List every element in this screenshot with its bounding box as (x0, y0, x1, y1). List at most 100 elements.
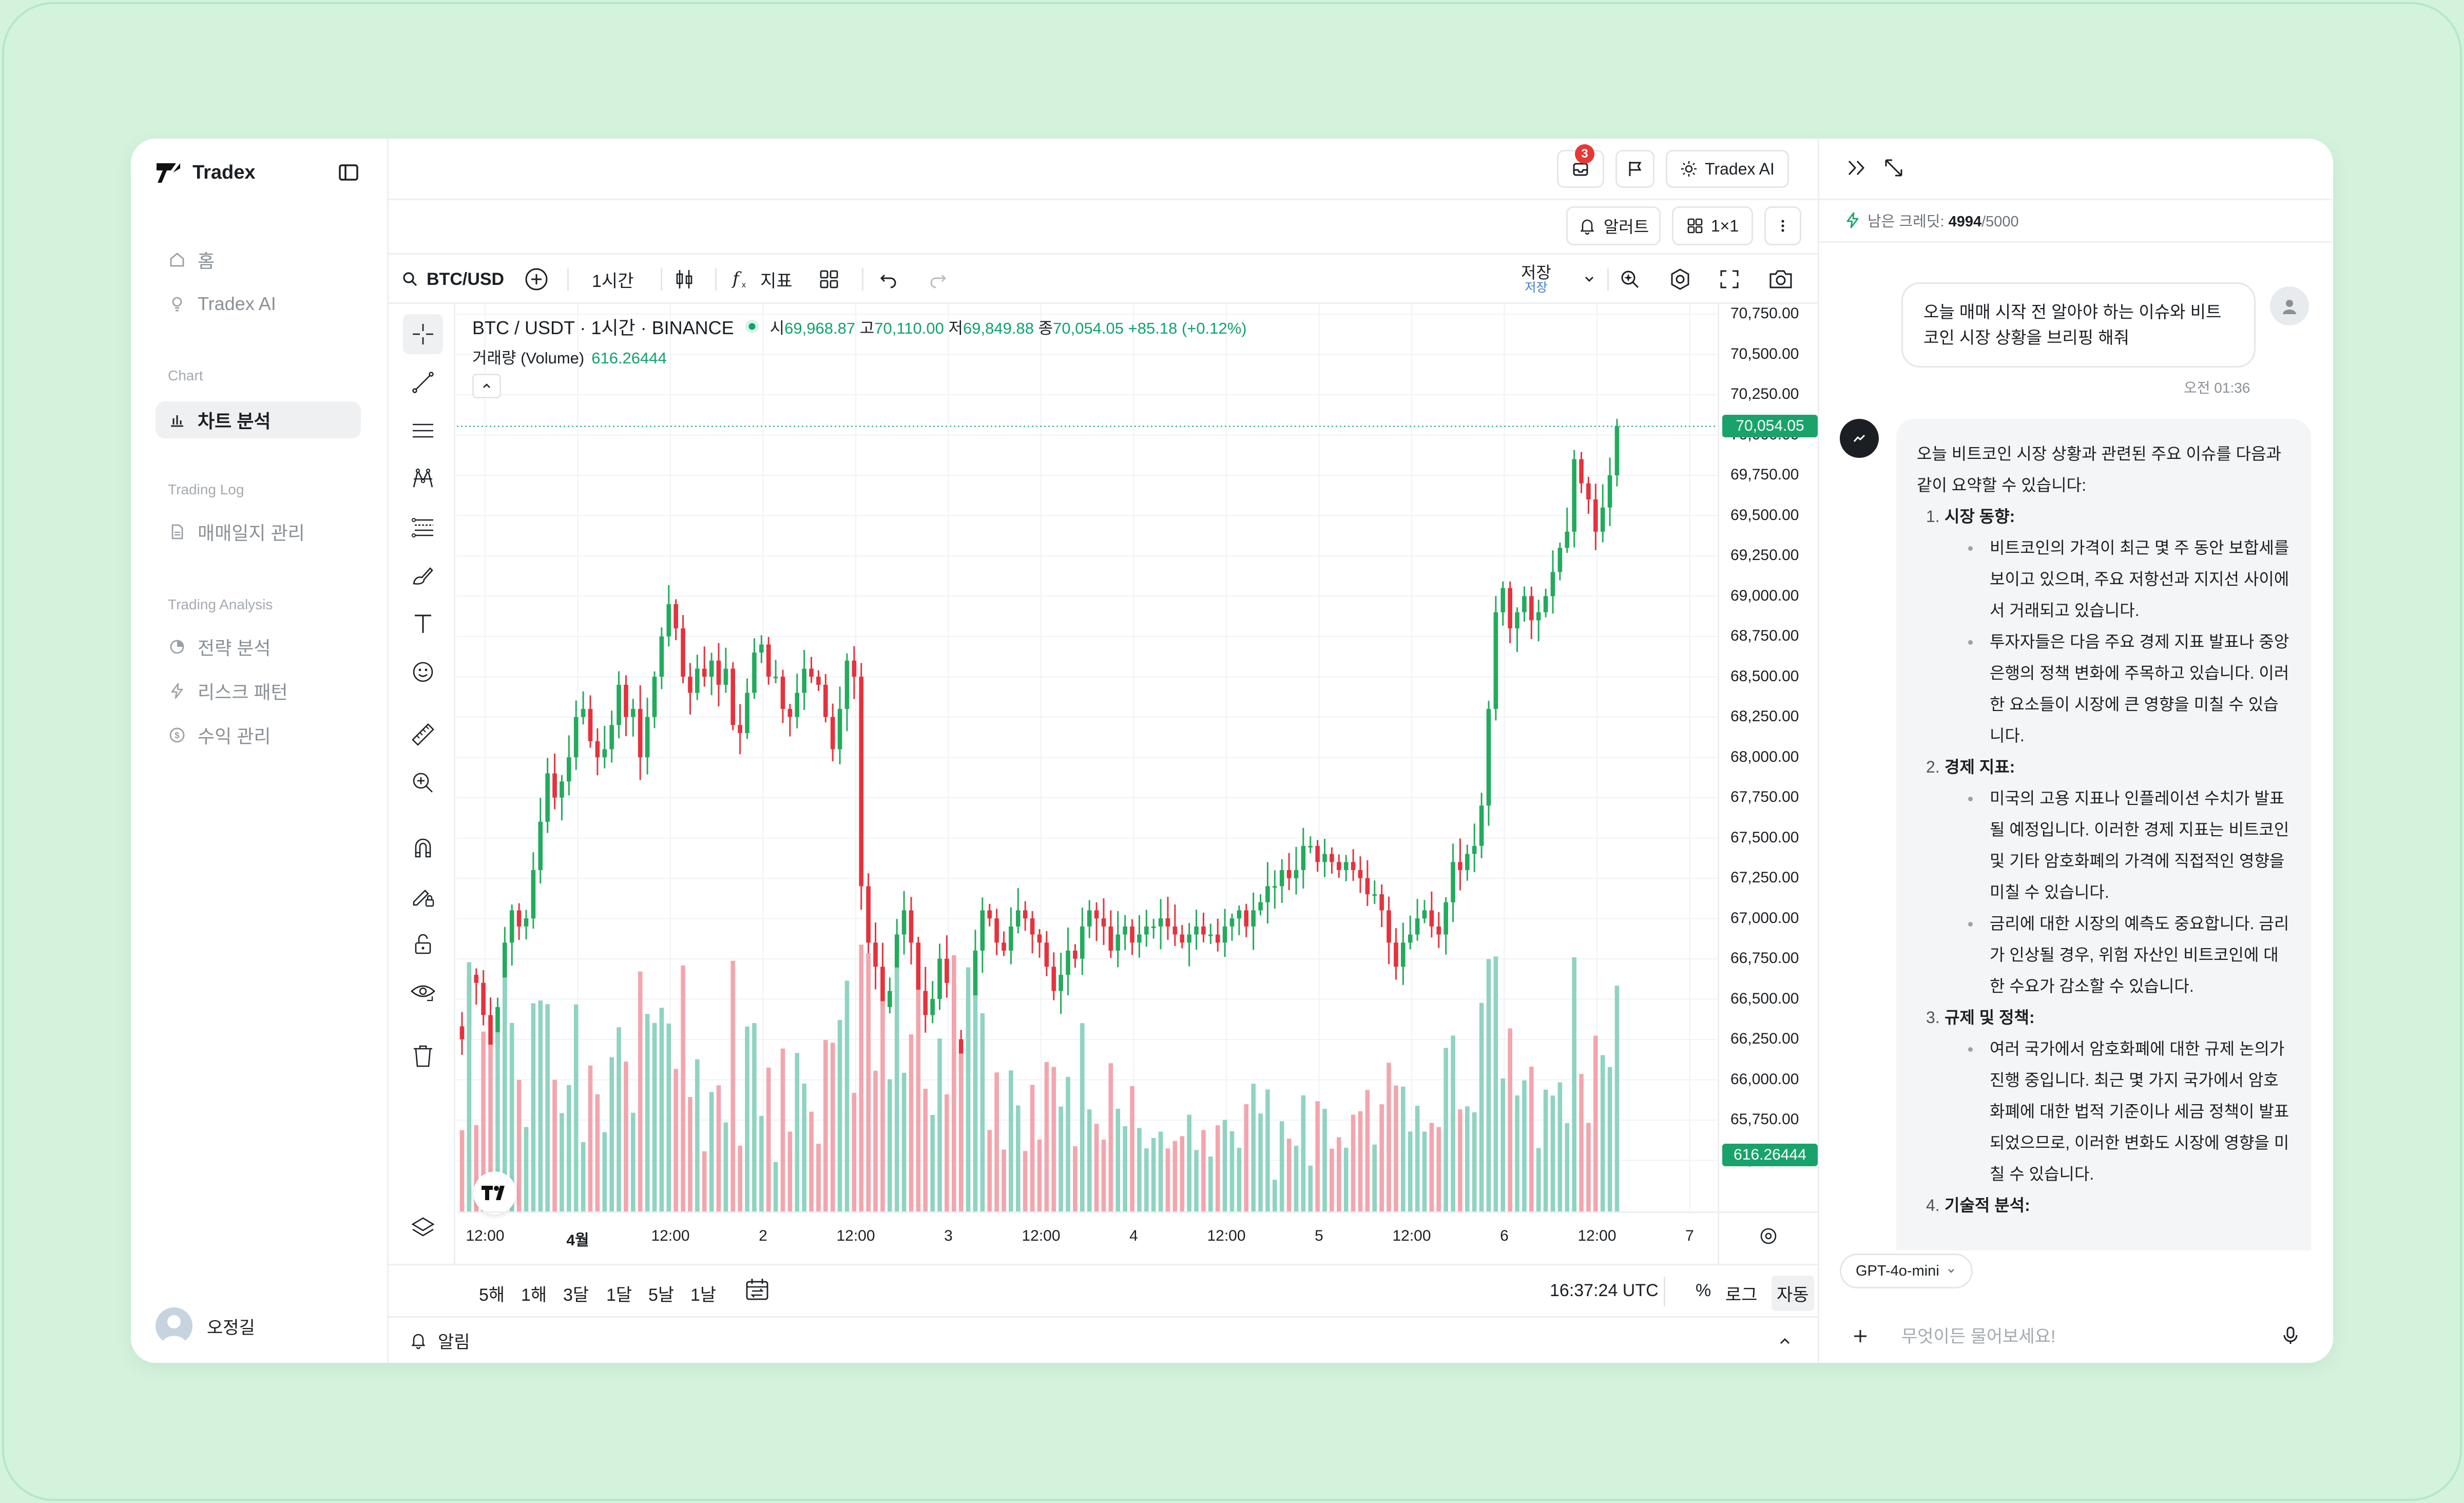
price-tick: 67,500.00 (1730, 828, 1799, 846)
quick-search-button[interactable] (1618, 255, 1642, 304)
brand[interactable]: Tradex (156, 157, 256, 188)
sidebar-item-chart-analysis[interactable]: 차트 분석 (156, 401, 361, 438)
chat-input[interactable] (1901, 1322, 2261, 1351)
sidebar-item-strategy-analysis[interactable]: 전략 분석 (156, 628, 361, 665)
screenshot-button[interactable] (1767, 255, 1794, 304)
fullscreen-button[interactable] (1718, 255, 1741, 304)
price-axis[interactable]: 70,750.0070,500.0070,250.0070,000.0069,7… (1718, 304, 1819, 1264)
interval-button[interactable]: 1시간 (592, 255, 633, 304)
candle-body (1543, 596, 1548, 612)
time-axis[interactable]: 12:00 4월 12:00 2 12:00 3 12:00 4 12:00 5 12:00 6 12:… (457, 1211, 1819, 1264)
chevron-up-icon[interactable] (1777, 1333, 1793, 1350)
log-scale-button[interactable]: 로그 (1725, 1285, 1758, 1305)
zoom-tool[interactable] (403, 763, 443, 803)
search-spark-icon (1621, 271, 1639, 288)
chart-type-button[interactable] (672, 255, 697, 304)
tradex-ai-button[interactable]: Tradex AI (1666, 150, 1789, 188)
trend-line-icon (412, 372, 434, 393)
sidebar-item-home[interactable]: 홈 (156, 241, 361, 278)
text-icon (415, 614, 431, 633)
save-dropdown-button[interactable] (1582, 255, 1597, 304)
alert-button[interactable]: 알러트 (1566, 206, 1661, 245)
candle-body (567, 757, 571, 782)
price-tick: 67,000.00 (1730, 909, 1799, 927)
visibility-tool[interactable] (403, 972, 443, 1012)
save-button[interactable]: 저장 저장 (1521, 255, 1551, 304)
volume-bar (1429, 1123, 1434, 1211)
inbox-button[interactable]: 3 (1557, 144, 1604, 188)
fib-tool[interactable] (403, 507, 443, 547)
range-5y[interactable]: 5해 (479, 1285, 505, 1305)
collapse-legend-button[interactable] (472, 374, 501, 398)
sidebar-item-profit-management[interactable]: $ 수익 관리 (156, 717, 361, 754)
brand-name: Tradex (192, 161, 256, 183)
sidebar-item-tradex-ai[interactable]: Tradex AI (156, 285, 361, 322)
attach-button[interactable] (1850, 1326, 1871, 1346)
more-options-button[interactable] (1764, 206, 1801, 245)
microphone-button[interactable] (2277, 1322, 2304, 1349)
price-tick: 68,750.00 (1730, 627, 1799, 644)
range-1m[interactable]: 1달 (606, 1285, 632, 1305)
time-tick: 6 (1500, 1227, 1509, 1244)
trend-line-tool[interactable] (403, 362, 443, 402)
candle-body (645, 717, 650, 758)
volume-bar (638, 971, 643, 1211)
brush-tool[interactable] (403, 555, 443, 595)
unlock-tool[interactable] (403, 924, 443, 964)
expand-panel-button[interactable] (1881, 155, 1907, 181)
price-chart[interactable]: BTC / USDT · 1시간 · BINANCE 시69,968.87 고7… (457, 304, 1718, 1264)
volume-bar (531, 1003, 536, 1211)
undo-button[interactable] (877, 255, 900, 304)
volume-bar (1051, 1067, 1056, 1211)
smiley-icon (413, 662, 433, 682)
date-range-button[interactable] (743, 1276, 772, 1304)
redo-button[interactable] (927, 255, 949, 304)
settings-button[interactable] (1668, 255, 1692, 304)
candle-body (1301, 845, 1306, 870)
volume-bar (795, 1053, 800, 1211)
price-tick: 69,000.00 (1730, 587, 1799, 604)
collapse-panel-button[interactable] (1844, 155, 1870, 181)
candle-body (1080, 926, 1085, 959)
symbol-search[interactable]: BTC/USD (401, 255, 504, 304)
tradingview-logo[interactable] (473, 1171, 516, 1215)
text-tool[interactable] (403, 604, 443, 644)
object-tree-tool[interactable] (403, 1207, 443, 1247)
measure-tool[interactable] (403, 715, 443, 755)
go-to-realtime-button[interactable] (1757, 1224, 1780, 1248)
templates-button[interactable] (818, 255, 840, 304)
compare-symbol-button[interactable] (523, 255, 550, 304)
range-1d[interactable]: 1날 (690, 1285, 717, 1305)
range-1y[interactable]: 1해 (521, 1285, 547, 1305)
volume-bar (1536, 1148, 1541, 1211)
range-5d[interactable]: 5날 (648, 1285, 675, 1305)
price-tick: 70,250.00 (1730, 386, 1799, 402)
auto-scale-button[interactable]: 자동 (1772, 1276, 1814, 1311)
assistant-reply: 오늘 비트코인 시장 상황과 관련된 주요 이슈를 다음과 같이 요약할 수 있… (1896, 419, 2311, 1250)
percent-scale-button[interactable]: % (1696, 1281, 1711, 1300)
user-profile[interactable]: 오정길 (156, 1307, 255, 1344)
range-3m[interactable]: 3달 (563, 1285, 589, 1305)
chat-input-row (1819, 1309, 2332, 1363)
candlestick-chart[interactable] (457, 304, 1718, 1211)
sidebar-toggle-button[interactable] (335, 159, 362, 186)
lock-drawing-tool[interactable] (403, 876, 443, 916)
volume-bar (745, 1026, 749, 1211)
chart-legend: BTC / USDT · 1시간 · BINANCE 시69,968.87 고7… (472, 313, 1247, 340)
pattern-tool[interactable] (403, 459, 443, 499)
horizontal-lines-tool[interactable] (403, 411, 443, 451)
sidebar-item-trade-journal[interactable]: 매매일지 관리 (156, 513, 361, 550)
magnet-tool[interactable] (403, 827, 443, 868)
model-selector[interactable]: GPT-4o-mini (1840, 1254, 1973, 1288)
emoji-tool[interactable] (403, 652, 443, 692)
layout-button[interactable]: 1×1 (1672, 206, 1753, 245)
save-sub-label: 저장 (1525, 281, 1548, 295)
utc-clock[interactable]: 16:37:24 UTC (1550, 1281, 1659, 1300)
alerts-footer[interactable]: 알림 (389, 1316, 1818, 1363)
delete-drawings-tool[interactable] (403, 1036, 443, 1076)
crosshair-tool[interactable] (403, 314, 443, 354)
sidebar-item-risk-pattern[interactable]: 리스크 패턴 (156, 672, 361, 709)
price-tick: 66,000.00 (1730, 1070, 1799, 1088)
flag-button[interactable] (1615, 150, 1654, 188)
